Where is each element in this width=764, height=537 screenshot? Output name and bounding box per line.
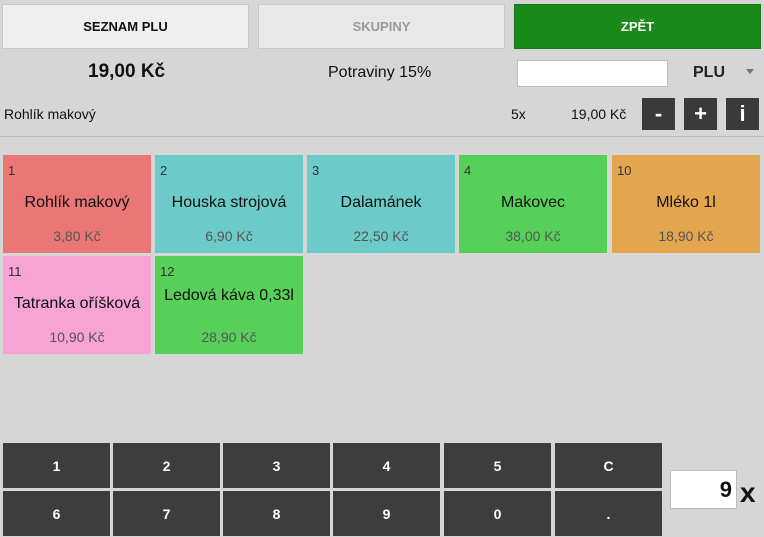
skupiny-button[interactable]: SKUPINY [258,4,505,49]
divider [0,136,764,137]
tile-price: 28,90 Kč [201,329,257,345]
tile-number: 2 [160,163,168,178]
tile-name: Makovec [500,194,566,211]
decrease-button[interactable]: - [642,98,675,130]
key-clear[interactable]: C [555,443,662,488]
key-0[interactable]: 0 [444,491,551,536]
key-3[interactable]: 3 [223,443,330,488]
key-5[interactable]: 5 [444,443,551,488]
plu-input[interactable] [517,60,668,87]
tile-price: 22,50 Kč [353,228,409,244]
plu-tile-1[interactable]: 1 Rohlík makový 3,80 Kč [3,155,151,253]
tile-name: Dalamánek [340,194,422,211]
tile-name: Tatranka oříšková [13,295,141,312]
key-2[interactable]: 2 [113,443,220,488]
tile-name: Rohlík makový [24,194,130,211]
key-6[interactable]: 6 [3,491,110,536]
plu-tile-3[interactable]: 3 Dalamánek 22,50 Kč [307,155,455,253]
zpet-button[interactable]: ZPĚT [514,4,761,49]
plu-tile-11[interactable]: 11 Tatranka oříšková 10,90 Kč [3,256,151,354]
tile-number: 3 [312,163,320,178]
seznam-plu-button[interactable]: SEZNAM PLU [2,4,249,49]
tile-price: 38,00 Kč [505,228,561,244]
chevron-down-icon[interactable] [746,69,754,74]
info-button[interactable]: i [726,98,759,130]
tile-number: 1 [8,163,16,178]
tile-number: 11 [8,264,22,279]
tile-price: 18,90 Kč [658,228,714,244]
key-1[interactable]: 1 [3,443,110,488]
tile-price: 3,80 Kč [53,228,101,244]
tile-price: 10,90 Kč [49,329,105,345]
quantity-multiplier-field[interactable]: 9 [670,470,737,509]
plu-tile-4[interactable]: 4 Makovec 38,00 Kč [459,155,607,253]
key-7[interactable]: 7 [113,491,220,536]
tile-number: 10 [617,163,632,178]
key-9[interactable]: 9 [333,491,440,536]
tile-price: 6,90 Kč [205,228,253,244]
plu-mode-select[interactable]: PLU [693,64,725,81]
key-8[interactable]: 8 [223,491,330,536]
key-4[interactable]: 4 [333,443,440,488]
tile-name: Ledová káva 0,33l [164,287,294,304]
current-item-price: 19,00 Kč [571,106,627,122]
plu-tile-2[interactable]: 2 Houska strojová 6,90 Kč [155,155,303,253]
plu-tile-10[interactable]: 10 Mléko 1l 18,90 Kč [612,155,760,253]
current-item-name: Rohlík makový [4,106,96,122]
receipt-total: 19,00 Kč [88,61,166,82]
tile-number: 12 [160,264,175,279]
increase-button[interactable]: + [684,98,717,130]
tile-name: Houska strojová [171,194,287,211]
group-name: Potraviny 15% [328,64,432,81]
current-item-quantity: 5x [511,106,526,122]
key-decimal[interactable]: . [555,491,662,536]
multiply-icon: x [740,477,756,508]
tile-number: 4 [464,163,472,178]
plu-tile-12[interactable]: 12 Ledová káva 0,33l 28,90 Kč [155,256,303,354]
tile-name: Mléko 1l [656,194,716,211]
